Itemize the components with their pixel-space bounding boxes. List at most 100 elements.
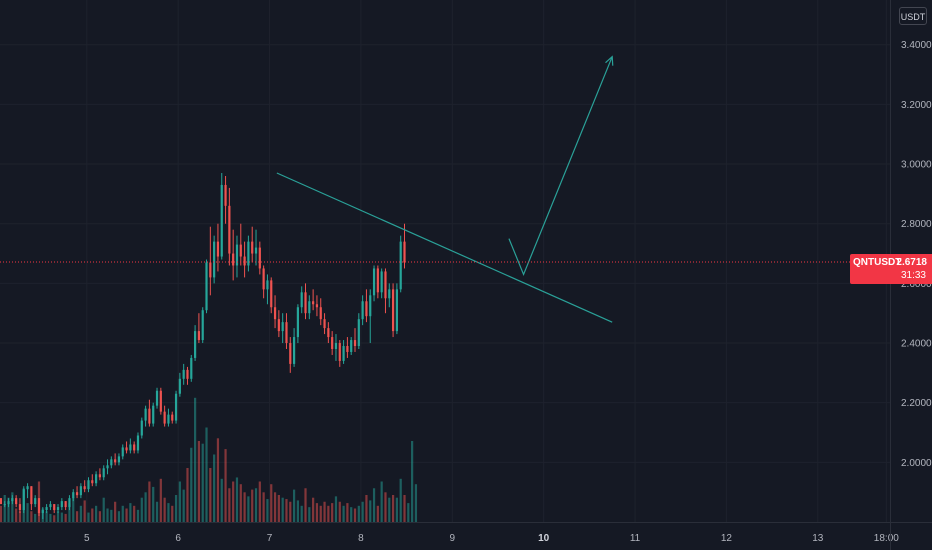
- candle-body: [338, 343, 341, 361]
- candle-body: [106, 465, 109, 469]
- candle-body: [114, 459, 117, 463]
- volume-bar: [174, 495, 178, 522]
- volume-bar: [277, 495, 280, 522]
- candle-body: [216, 241, 220, 257]
- volume-bar: [205, 427, 208, 522]
- volume-bar: [197, 441, 201, 522]
- y-tick-label: 3.2000: [901, 100, 932, 111]
- x-tick-label: 11: [630, 533, 641, 544]
- volume-bar: [235, 477, 239, 522]
- volume-bar: [182, 489, 185, 522]
- volume-bar: [342, 505, 345, 522]
- volume-bar: [7, 497, 10, 522]
- volume-bar: [64, 513, 67, 522]
- candle-body: [334, 343, 338, 349]
- candle-body: [64, 501, 67, 508]
- bar-countdown: 31:33: [900, 270, 926, 281]
- volume-bar: [270, 484, 273, 522]
- candle-body: [327, 328, 330, 338]
- volume-bar: [228, 488, 231, 522]
- candle-body: [395, 289, 398, 332]
- y-tick-label: 3.4000: [901, 40, 932, 51]
- candle-body: [3, 504, 6, 506]
- volume-bar: [304, 488, 307, 522]
- volume-bar: [254, 488, 258, 522]
- volume-bar: [350, 507, 353, 522]
- candle-body: [11, 498, 14, 502]
- volume-bar: [15, 508, 18, 522]
- y-tick-label: 2.2000: [901, 398, 932, 409]
- candle-body: [350, 340, 353, 352]
- volume-bar: [83, 500, 86, 522]
- last-price-value: 2.6718: [896, 257, 927, 268]
- candle-body: [98, 474, 102, 478]
- volume-bar: [91, 508, 94, 522]
- candle-body: [323, 319, 326, 329]
- candle-body: [361, 301, 364, 320]
- volume-bar: [376, 505, 379, 522]
- volume-bar: [395, 497, 398, 522]
- candle-body: [380, 271, 383, 293]
- candle-body: [209, 262, 212, 278]
- candle-body: [133, 444, 136, 451]
- volume-bar: [159, 478, 162, 522]
- volume-bar: [281, 497, 284, 522]
- candle-body: [205, 262, 208, 311]
- last-price-label: QNTUSDT 2.6718 31:33: [850, 254, 932, 284]
- volume-bar: [190, 447, 193, 522]
- candle-body: [315, 304, 319, 308]
- x-tick-label: 13: [812, 533, 824, 544]
- volume-bar: [308, 507, 311, 522]
- volume-bar: [220, 478, 223, 522]
- candle-body: [342, 346, 345, 361]
- candle-body: [121, 447, 124, 457]
- volume-bar: [79, 505, 82, 522]
- volume-bar: [152, 486, 155, 522]
- volume-bar: [262, 492, 265, 522]
- volume-bar: [353, 508, 357, 522]
- candle-body: [148, 408, 151, 424]
- volume-bar: [117, 511, 121, 522]
- volume-bar: [106, 508, 109, 522]
- volume-bar: [30, 511, 33, 522]
- volume-bar: [273, 492, 277, 522]
- candle-body: [18, 504, 22, 511]
- currency-selector[interactable]: USDT: [899, 7, 927, 25]
- candle-body: [140, 420, 143, 436]
- volume-bar: [391, 495, 395, 522]
- volume-bar: [334, 496, 338, 522]
- candle-body: [159, 390, 162, 412]
- candle-body: [281, 322, 284, 332]
- volume-bar: [399, 478, 402, 522]
- y-tick-label: 3.0000: [901, 160, 932, 171]
- volume-bar: [331, 503, 334, 522]
- candle-body: [129, 444, 132, 451]
- arrow-head: [605, 55, 614, 66]
- x-tick-label: 8: [358, 533, 364, 544]
- volume-bar: [167, 503, 170, 522]
- volume-bar: [34, 513, 37, 522]
- candle-body: [34, 498, 37, 505]
- candle-body: [243, 256, 246, 266]
- volume-bar: [129, 503, 132, 522]
- volume-bar: [292, 489, 296, 522]
- candle-body: [193, 331, 197, 358]
- x-tick-label: 9: [450, 533, 456, 544]
- candle-body: [376, 268, 379, 293]
- candle-body: [15, 498, 18, 505]
- candle-body: [30, 486, 33, 505]
- volume-bar: [243, 492, 246, 522]
- volume-bar: [121, 505, 124, 522]
- candle-body: [72, 492, 75, 499]
- candle-body: [399, 241, 402, 290]
- candle-body: [94, 474, 98, 484]
- volume-bar: [193, 397, 197, 522]
- candle-body: [300, 292, 303, 308]
- volume-bar: [319, 505, 322, 522]
- candle-body: [201, 310, 204, 341]
- volume-bar: [178, 481, 181, 522]
- candle-body: [117, 456, 121, 463]
- candle-body: [388, 289, 391, 299]
- volume-bar: [53, 515, 56, 522]
